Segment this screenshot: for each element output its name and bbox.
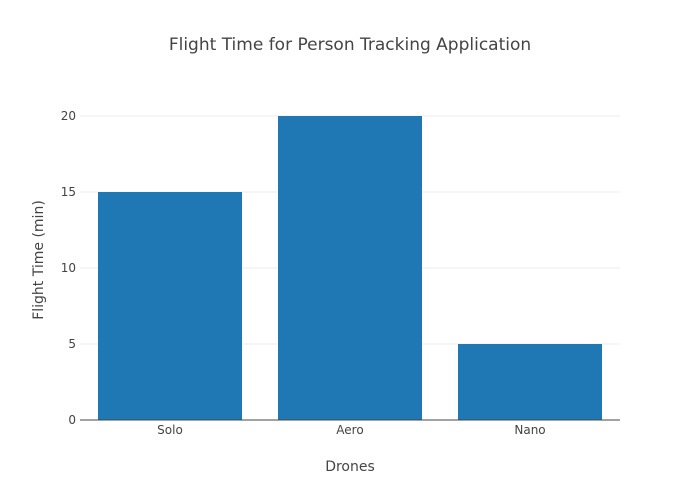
x-tick-label: Solo [157, 423, 183, 437]
y-tick-label: 20 [61, 109, 76, 123]
y-axis-label: Flight Time (min) [31, 200, 47, 320]
bars-group [98, 116, 602, 420]
bar-aero[interactable] [278, 116, 422, 420]
y-tick-label: 0 [68, 413, 76, 427]
chart-title: Flight Time for Person Tracking Applicat… [169, 35, 531, 55]
x-tick-labels: Solo Aero Nano [157, 423, 545, 437]
bar-solo[interactable] [98, 192, 242, 420]
y-tick-label: 10 [61, 261, 76, 275]
y-tick-label: 5 [68, 337, 76, 351]
x-tick-label: Aero [336, 423, 363, 437]
bar-nano[interactable] [458, 344, 602, 420]
x-tick-label: Nano [514, 423, 545, 437]
y-tick-label: 15 [61, 185, 76, 199]
x-axis-label: Drones [325, 459, 375, 475]
y-tick-labels: 0 5 10 15 20 [61, 109, 76, 427]
